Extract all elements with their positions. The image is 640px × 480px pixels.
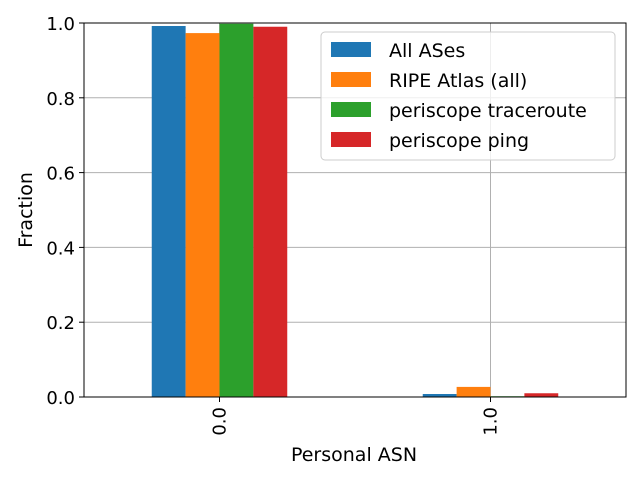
bar	[456, 386, 491, 397]
bar	[253, 26, 288, 398]
x-tick-label: 0.0	[210, 407, 231, 436]
y-tick-label: 0.0	[46, 388, 75, 409]
x-axis-ticks: 0.0 1.0	[210, 397, 502, 436]
y-tick-label: 1.0	[46, 14, 75, 35]
x-axis-label: Personal ASN	[291, 444, 417, 466]
legend: All ASes RIPE Atlas (all) periscope tracer…	[320, 31, 616, 161]
bars	[151, 23, 559, 398]
bar	[151, 25, 186, 397]
y-axis-ticks: 0.0 0.2 0.4 0.6 0.8 1.0	[46, 14, 84, 409]
y-tick-label: 0.6	[46, 164, 75, 185]
x-tick-label: 1.0	[481, 407, 502, 436]
legend-box	[320, 31, 616, 161]
legend-label: RIPE Atlas (all)	[389, 70, 527, 92]
legend-label: periscope ping	[389, 130, 529, 152]
y-tick-label: 0.8	[46, 89, 75, 110]
legend-swatch	[331, 102, 371, 117]
legend-label: periscope traceroute	[389, 100, 587, 122]
legend-swatch	[331, 132, 371, 147]
y-tick-label: 0.2	[46, 313, 75, 334]
legend-swatch	[331, 42, 371, 57]
plot-frame	[83, 22, 627, 398]
y-tick-label: 0.4	[46, 238, 75, 259]
legend-swatch	[331, 72, 371, 87]
legend-label: All ASes	[389, 40, 465, 62]
bar	[524, 393, 559, 397]
y-axis-label: Fraction	[15, 172, 37, 248]
bar	[219, 23, 254, 398]
bar	[422, 394, 457, 397]
bar	[185, 33, 220, 398]
